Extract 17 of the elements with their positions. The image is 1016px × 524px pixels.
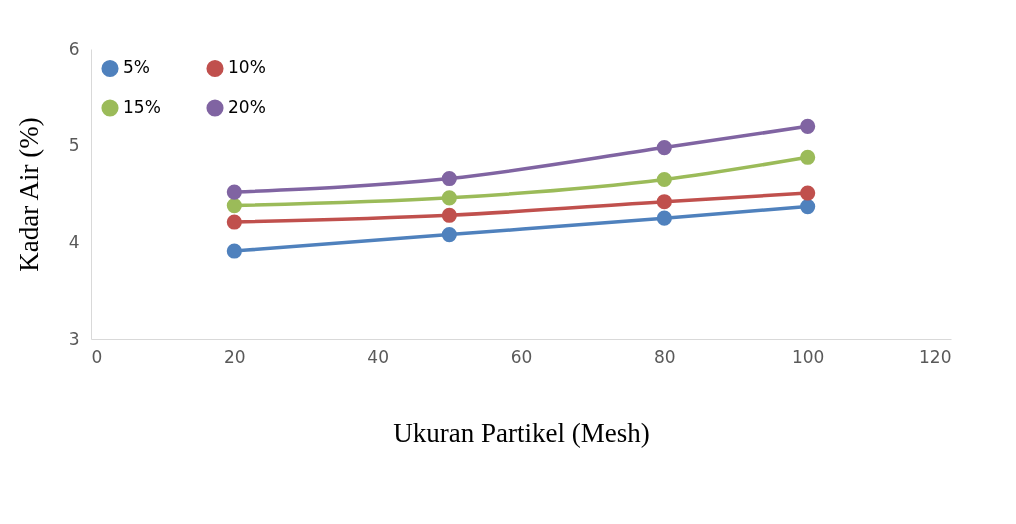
x-tick-label: 100 xyxy=(791,346,825,367)
y-tick-label: 5 xyxy=(68,135,80,156)
legend-label: 20% xyxy=(228,97,266,117)
x-tick-label: 40 xyxy=(367,346,389,367)
y-tick-label: 6 xyxy=(68,38,80,59)
x-tick-label: 20 xyxy=(224,346,246,367)
x-tick-label: 60 xyxy=(510,346,533,367)
legend-label: 5% xyxy=(123,57,150,78)
legend-label: 15% xyxy=(123,97,161,117)
legend-label: 10% xyxy=(228,57,266,78)
y-axis-title: Kadar Air (%) xyxy=(13,117,44,272)
y-tick-label: 3 xyxy=(68,328,80,349)
x-tick-label: 120 xyxy=(919,346,952,367)
x-tick-label: 80 xyxy=(654,346,676,367)
x-tick-label: 0 xyxy=(91,346,103,367)
x-axis-title: Ukuran Partikel (Mesh) xyxy=(393,417,650,448)
y-tick-label: 4 xyxy=(68,231,80,252)
